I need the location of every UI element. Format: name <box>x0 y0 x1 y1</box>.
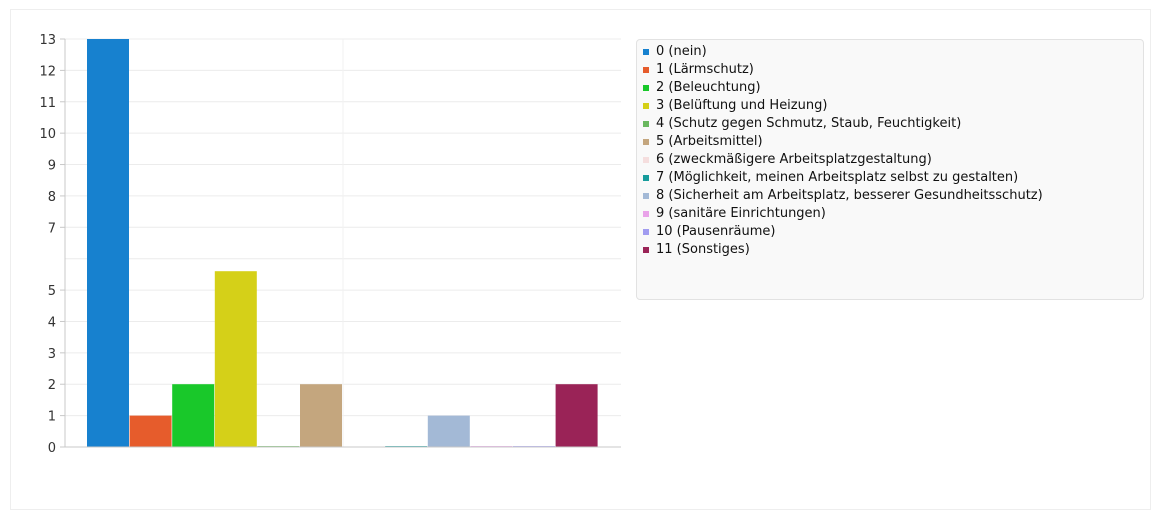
legend-item: 11 (Sonstiges) <box>643 241 1143 259</box>
bar <box>214 271 257 447</box>
y-tick-label: 0 <box>48 441 56 456</box>
y-tick-label: 13 <box>39 33 56 48</box>
y-tick-label: 12 <box>39 64 56 79</box>
legend-item: 0 (nein) <box>643 43 1143 61</box>
y-tick-label: 4 <box>48 315 56 330</box>
legend-label: 7 (Möglichkeit, meinen Arbeitsplatz selb… <box>656 170 1019 185</box>
legend-swatch <box>643 229 649 235</box>
legend-item: 9 (sanitäre Einrichtungen) <box>643 205 1143 223</box>
legend-label: 1 (Lärmschutz) <box>656 62 754 77</box>
legend-swatch <box>643 121 649 127</box>
y-tick-label: 7 <box>48 221 56 236</box>
legend-swatch <box>643 85 649 91</box>
legend-swatch <box>643 49 649 55</box>
y-tick-label: 11 <box>39 96 56 111</box>
legend-swatch <box>643 139 649 145</box>
legend-item: 1 (Lärmschutz) <box>643 61 1143 79</box>
bar <box>87 39 129 447</box>
bar <box>555 384 598 447</box>
grid-lines <box>65 38 621 447</box>
y-tick-label: 2 <box>48 378 56 393</box>
y-tick-label: 9 <box>48 159 56 174</box>
legend-item: 5 (Arbeitsmittel) <box>643 133 1143 151</box>
legend-label: 9 (sanitäre Einrichtungen) <box>656 206 826 221</box>
y-tick-label: 5 <box>48 284 56 299</box>
bar <box>129 415 172 447</box>
legend-item: 4 (Schutz gegen Schmutz, Staub, Feuchtig… <box>643 115 1143 133</box>
legend: 0 (nein) 1 (Lärmschutz) 2 (Beleuchtung) 3 (… <box>636 39 1144 300</box>
legend-label: 10 (Pausenräume) <box>656 224 776 239</box>
legend-label: 6 (zweckmäßigere Arbeitsplatzgestaltung) <box>656 152 932 167</box>
legend-item: 10 (Pausenräume) <box>643 223 1143 241</box>
legend-label: 8 (Sicherheit am Arbeitsplatz, besserer … <box>656 188 1043 203</box>
legend-item: 8 (Sicherheit am Arbeitsplatz, besserer … <box>643 187 1143 205</box>
y-tick-label: 3 <box>48 347 56 362</box>
legend-label: 0 (nein) <box>656 44 707 59</box>
bar <box>427 415 470 447</box>
legend-label: 11 (Sonstiges) <box>656 242 750 257</box>
legend-swatch <box>643 193 649 199</box>
y-tick-label: 1 <box>48 410 56 425</box>
legend-label: 5 (Arbeitsmittel) <box>656 134 763 149</box>
legend-swatch <box>643 211 649 217</box>
bar <box>172 384 215 447</box>
legend-item: 6 (zweckmäßigere Arbeitsplatzgestaltung) <box>643 151 1143 169</box>
legend-swatch <box>643 103 649 109</box>
y-tick-label: 8 <box>48 190 56 205</box>
legend-item: 3 (Belüftung und Heizung) <box>643 97 1143 115</box>
legend-label: 2 (Beleuchtung) <box>656 80 761 95</box>
legend-label: 4 (Schutz gegen Schmutz, Staub, Feuchtig… <box>656 116 962 131</box>
y-tick-label: 10 <box>39 127 56 142</box>
legend-swatch <box>643 175 649 181</box>
bar <box>300 384 342 447</box>
legend-swatch <box>643 157 649 163</box>
legend-swatch <box>643 67 649 73</box>
legend-label: 3 (Belüftung und Heizung) <box>656 98 828 113</box>
legend-swatch <box>643 247 649 253</box>
legend-item: 2 (Beleuchtung) <box>643 79 1143 97</box>
bars <box>87 39 598 447</box>
legend-item: 7 (Möglichkeit, meinen Arbeitsplatz selb… <box>643 169 1143 187</box>
